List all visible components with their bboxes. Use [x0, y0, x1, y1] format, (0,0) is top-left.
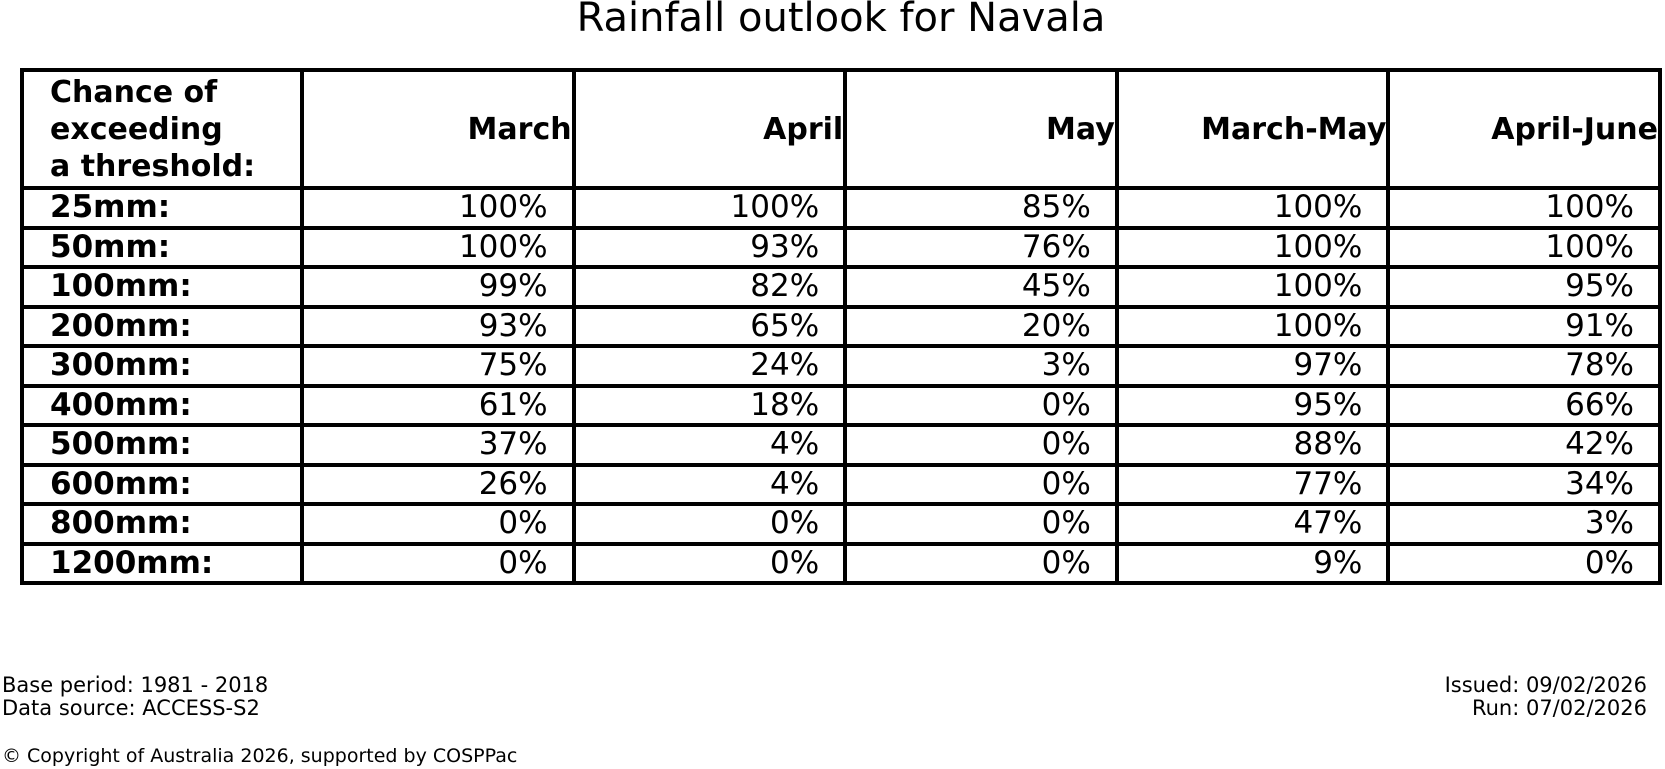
threshold-label: 50mm: [20, 225, 304, 269]
probability-value: 24% [571, 344, 848, 388]
probability-value: 0% [571, 541, 848, 585]
probability-value: 34% [1386, 462, 1662, 506]
probability-value: 100% [571, 186, 848, 230]
run-date-text: Run: 07/02/2026 [1471, 696, 1647, 720]
probability-value: 66% [1386, 383, 1662, 427]
probability-value: 42% [1386, 423, 1662, 467]
column-header-march: March [300, 68, 576, 190]
table-row: 100mm: 99% 82% 45% 100% 95% [20, 265, 1662, 309]
threshold-label: 1200mm: [20, 541, 304, 585]
column-header-april: April [571, 68, 848, 190]
probability-value: 100% [300, 186, 576, 230]
page-title: Rainfall outlook for Navala [576, 0, 1106, 41]
probability-value: 97% [1114, 344, 1391, 388]
probability-value: 91% [1386, 304, 1662, 348]
probability-value: 45% [843, 265, 1119, 309]
rainfall-outlook-table: Chance of exceeding a threshold: March A… [20, 68, 1662, 585]
probability-value: 0% [843, 423, 1119, 467]
probability-value: 100% [300, 225, 576, 269]
probability-value: 95% [1114, 383, 1391, 427]
probability-value: 4% [571, 423, 848, 467]
probability-value: 65% [571, 304, 848, 348]
probability-value: 9% [1114, 541, 1391, 585]
issued-date-text: Issued: 09/02/2026 [1444, 673, 1647, 697]
probability-value: 3% [843, 344, 1119, 388]
probability-value: 75% [300, 344, 576, 388]
probability-value: 37% [300, 423, 576, 467]
probability-value: 100% [1114, 186, 1391, 230]
probability-value: 77% [1114, 462, 1391, 506]
base-period-text: Base period: 1981 - 2018 [2, 673, 269, 697]
probability-value: 93% [300, 304, 576, 348]
probability-value: 100% [1386, 225, 1662, 269]
threshold-label: 600mm: [20, 462, 304, 506]
probability-value: 76% [843, 225, 1119, 269]
probability-value: 18% [571, 383, 848, 427]
threshold-label: 400mm: [20, 383, 304, 427]
table-body: 25mm: 100% 100% 85% 100% 100% 50mm: 100% 93% 76% 1… [20, 186, 1662, 585]
probability-value: 78% [1386, 344, 1662, 388]
probability-value: 93% [571, 225, 848, 269]
copyright-text: © Copyright of Australia 2026, supported… [2, 745, 518, 767]
probability-value: 99% [300, 265, 576, 309]
probability-value: 100% [1114, 225, 1391, 269]
probability-value: 0% [843, 502, 1119, 546]
probability-value: 3% [1386, 502, 1662, 546]
probability-value: 0% [300, 502, 576, 546]
column-header-may: May [843, 68, 1119, 190]
probability-value: 100% [1386, 186, 1662, 230]
probability-value: 0% [843, 383, 1119, 427]
probability-value: 95% [1386, 265, 1662, 309]
probability-value: 0% [1386, 541, 1662, 585]
threshold-label: 25mm: [20, 186, 304, 230]
probability-value: 82% [571, 265, 848, 309]
probability-value: 26% [300, 462, 576, 506]
threshold-label: 200mm: [20, 304, 304, 348]
table-row: 400mm: 61% 18% 0% 95% 66% [20, 383, 1662, 427]
corner-header-chance-of-exceeding: Chance of exceeding a threshold: [20, 68, 304, 190]
probability-value: 61% [300, 383, 576, 427]
probability-value: 100% [1114, 304, 1391, 348]
probability-value: 0% [300, 541, 576, 585]
probability-value: 88% [1114, 423, 1391, 467]
threshold-label: 300mm: [20, 344, 304, 388]
table-row: 600mm: 26% 4% 0% 77% 34% [20, 462, 1662, 506]
table-row: 800mm: 0% 0% 0% 47% 3% [20, 502, 1662, 546]
footer-meta-right: Issued: 09/02/2026 Run: 07/02/2026 [1445, 674, 1647, 720]
table-row: 1200mm: 0% 0% 0% 9% 0% [20, 541, 1662, 585]
column-header-april-june: April-June [1386, 68, 1662, 190]
threshold-label: 500mm: [20, 423, 304, 467]
threshold-label: 800mm: [20, 502, 304, 546]
probability-value: 100% [1114, 265, 1391, 309]
table-row: 25mm: 100% 100% 85% 100% 100% [20, 186, 1662, 230]
threshold-label: 100mm: [20, 265, 304, 309]
footer-meta-left: Base period: 1981 - 2018 Data source: AC… [2, 674, 268, 720]
probability-value: 0% [843, 462, 1119, 506]
table-row: 200mm: 93% 65% 20% 100% 91% [20, 304, 1662, 348]
column-header-march-may: March-May [1114, 68, 1391, 190]
probability-value: 4% [571, 462, 848, 506]
table-row: 300mm: 75% 24% 3% 97% 78% [20, 344, 1662, 388]
data-source-text: Data source: ACCESS-S2 [2, 696, 260, 720]
table-row: 500mm: 37% 4% 0% 88% 42% [20, 423, 1662, 467]
probability-value: 85% [843, 186, 1119, 230]
table-row: 50mm: 100% 93% 76% 100% 100% [20, 225, 1662, 269]
probability-value: 47% [1114, 502, 1391, 546]
probability-value: 20% [843, 304, 1119, 348]
probability-value: 0% [571, 502, 848, 546]
table-header-row: Chance of exceeding a threshold: March A… [20, 68, 1662, 190]
probability-value: 0% [843, 541, 1119, 585]
